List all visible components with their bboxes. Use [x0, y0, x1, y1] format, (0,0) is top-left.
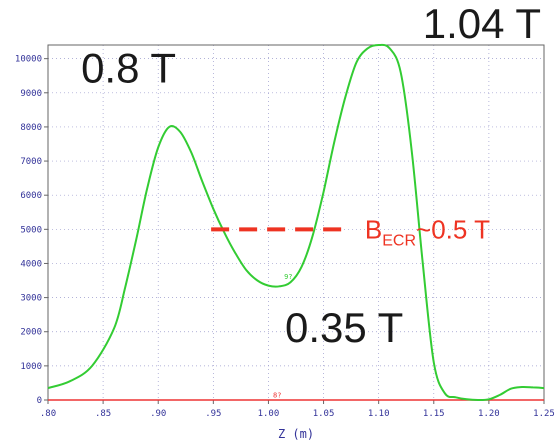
y-tick-label: 3000	[20, 294, 42, 304]
x-tick-label: .90	[150, 409, 166, 419]
y-tick-label: 4000	[20, 259, 42, 269]
ecr-layer: BECR~0.5 T	[211, 214, 490, 249]
ecr-label: BECR~0.5 T	[365, 214, 490, 249]
x-tick-label: .85	[95, 409, 111, 419]
series-layer: 9? 8?	[47, 43, 545, 402]
y-axis-ticks: 0 1000 2000 3000 4000 5000 6000 7000 8000 9000 100…	[15, 55, 48, 406]
ecr-label-subscript: ECR	[382, 232, 416, 249]
x-tick-label: 1.25	[533, 409, 555, 419]
field-value-annotation: 1.04 T	[423, 0, 541, 47]
y-tick-label: 10000	[15, 55, 42, 65]
x-axis-ticks: .80 .85 .90 .95 1.00 1.05 1.10 1.15 1.20 1.25	[40, 400, 555, 419]
field-series-line	[47, 43, 545, 402]
x-tick-label: 1.15	[423, 409, 445, 419]
y-tick-label: 9000	[20, 89, 42, 99]
x-tick-label: .95	[205, 409, 221, 419]
y-tick-label: 8000	[20, 123, 42, 133]
small-mark-label: 9?	[284, 273, 292, 281]
field-value-annotation: 0.8 T	[81, 45, 176, 92]
y-tick-label: 1000	[20, 362, 42, 372]
x-tick-label: 1.05	[313, 409, 335, 419]
ecr-label-value: ~0.5 T	[416, 214, 490, 244]
x-tick-label: 1.20	[478, 409, 500, 419]
small-mark-label: 8?	[273, 391, 281, 399]
x-tick-label: 1.00	[258, 409, 280, 419]
y-tick-label: 7000	[20, 157, 42, 167]
y-tick-label: 5000	[20, 225, 42, 235]
x-tick-label: 1.10	[368, 409, 390, 419]
ecr-label-main: B	[365, 214, 382, 244]
x-axis-label: Z (m)	[278, 427, 314, 441]
annotations: 0.8 T 1.04 T 0.35 T	[81, 0, 541, 351]
field-value-annotation: 0.35 T	[285, 304, 403, 351]
y-tick-label: 6000	[20, 191, 42, 201]
y-tick-label: 0	[37, 396, 42, 406]
y-tick-label: 2000	[20, 328, 42, 338]
x-tick-label: .80	[40, 409, 56, 419]
